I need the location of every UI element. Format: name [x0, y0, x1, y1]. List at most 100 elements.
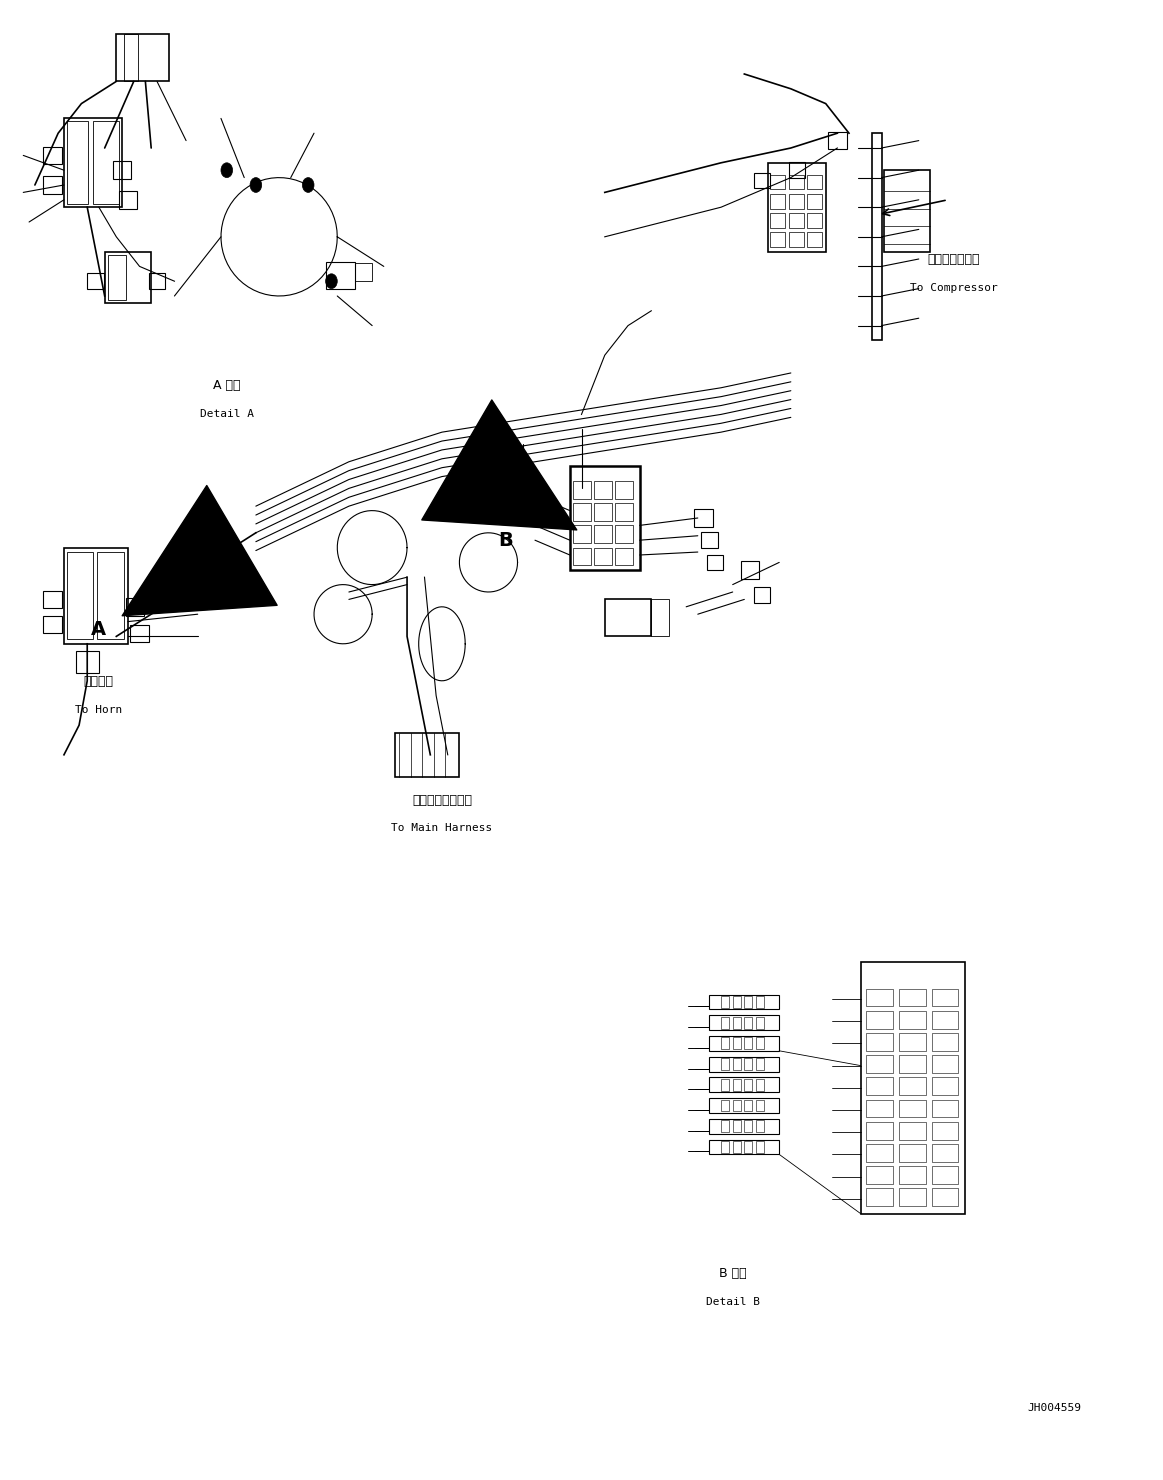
Bar: [108, 255, 126, 300]
Bar: [119, 191, 137, 209]
Text: Detail B: Detail B: [706, 1296, 759, 1307]
Bar: [756, 1058, 764, 1070]
Bar: [605, 599, 651, 636]
Bar: [594, 548, 612, 565]
Bar: [866, 1100, 893, 1117]
Bar: [754, 173, 770, 188]
Text: A 詳細: A 詳細: [213, 379, 241, 392]
Bar: [932, 1055, 958, 1073]
Bar: [326, 262, 355, 289]
Bar: [872, 133, 882, 340]
Bar: [93, 121, 119, 204]
Bar: [43, 147, 62, 164]
Bar: [43, 616, 62, 633]
Bar: [789, 175, 804, 189]
Bar: [64, 118, 122, 207]
Bar: [861, 962, 965, 1214]
Bar: [105, 252, 151, 303]
Bar: [116, 34, 169, 81]
Bar: [573, 481, 591, 499]
Bar: [721, 1120, 729, 1132]
Bar: [899, 1011, 926, 1029]
Bar: [67, 552, 93, 639]
Bar: [709, 1036, 779, 1051]
Text: To Horn: To Horn: [76, 704, 122, 715]
Bar: [395, 733, 459, 777]
Bar: [866, 1144, 893, 1162]
Bar: [899, 1166, 926, 1184]
Bar: [709, 1015, 779, 1030]
Bar: [570, 466, 640, 570]
Bar: [756, 1079, 764, 1091]
Bar: [807, 175, 822, 189]
Bar: [756, 1141, 764, 1153]
Bar: [899, 1188, 926, 1206]
Bar: [768, 163, 826, 252]
Bar: [899, 1033, 926, 1051]
Bar: [754, 588, 770, 602]
Bar: [744, 1120, 752, 1132]
Bar: [709, 1119, 779, 1134]
Bar: [594, 503, 612, 521]
Bar: [884, 170, 930, 252]
Bar: [573, 525, 591, 543]
Bar: [866, 1033, 893, 1051]
Bar: [899, 1055, 926, 1073]
Bar: [756, 1017, 764, 1029]
Bar: [573, 503, 591, 521]
Bar: [97, 552, 124, 639]
Bar: [789, 194, 804, 209]
Bar: [866, 1166, 893, 1184]
Bar: [721, 1141, 729, 1153]
Bar: [932, 1122, 958, 1140]
Bar: [866, 1011, 893, 1029]
Circle shape: [250, 178, 262, 192]
Bar: [770, 232, 785, 247]
Bar: [130, 625, 149, 642]
Bar: [866, 1122, 893, 1140]
Bar: [744, 1141, 752, 1153]
Text: コンプレッサへ: コンプレッサへ: [927, 253, 980, 266]
Bar: [701, 533, 718, 548]
Bar: [355, 263, 372, 281]
Bar: [756, 996, 764, 1008]
Bar: [594, 525, 612, 543]
Text: To Compressor: To Compressor: [909, 283, 998, 293]
Bar: [899, 989, 926, 1006]
Bar: [770, 213, 785, 228]
Bar: [744, 1037, 752, 1049]
Bar: [932, 1166, 958, 1184]
Bar: [932, 1077, 958, 1095]
Bar: [932, 1100, 958, 1117]
Bar: [709, 1057, 779, 1072]
Bar: [866, 1055, 893, 1073]
Bar: [709, 995, 779, 1009]
Bar: [149, 274, 165, 289]
Bar: [126, 598, 144, 616]
Bar: [733, 1017, 741, 1029]
Bar: [789, 213, 804, 228]
Bar: [733, 1058, 741, 1070]
Bar: [932, 1188, 958, 1206]
Bar: [615, 503, 633, 521]
Bar: [615, 525, 633, 543]
Bar: [709, 1077, 779, 1092]
Bar: [866, 1188, 893, 1206]
Bar: [733, 1037, 741, 1049]
Bar: [721, 996, 729, 1008]
Bar: [721, 1079, 729, 1091]
Text: To Main Harness: To Main Harness: [391, 823, 493, 833]
Bar: [733, 996, 741, 1008]
Text: JH004559: JH004559: [1028, 1403, 1082, 1413]
Bar: [744, 1058, 752, 1070]
Bar: [43, 591, 62, 608]
Bar: [733, 1079, 741, 1091]
Bar: [770, 194, 785, 209]
Text: B: B: [499, 531, 513, 549]
Bar: [87, 274, 104, 289]
Bar: [721, 1058, 729, 1070]
Bar: [67, 121, 88, 204]
Bar: [899, 1122, 926, 1140]
Bar: [866, 989, 893, 1006]
Bar: [76, 651, 99, 673]
